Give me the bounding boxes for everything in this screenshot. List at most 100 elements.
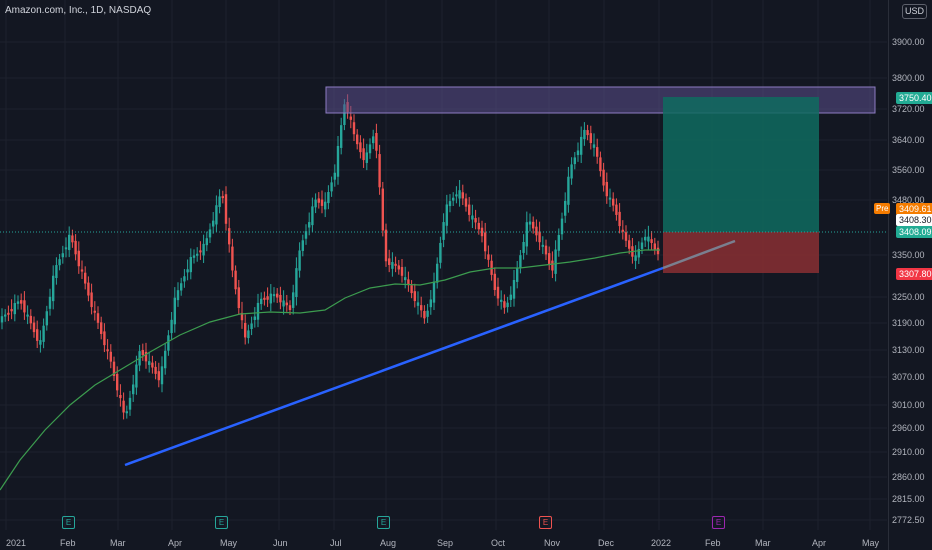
candle-body: [455, 194, 458, 197]
candle-body: [45, 311, 48, 326]
candle-body: [125, 411, 128, 414]
candle-body: [192, 255, 196, 258]
price-tick: 2815.00: [892, 494, 925, 504]
price-tick: 3350.00: [892, 250, 925, 260]
candle-body: [375, 133, 378, 151]
candle-body: [253, 316, 256, 320]
price-tick: 3640.00: [892, 135, 925, 145]
candle-body: [263, 297, 266, 300]
candle-body: [256, 302, 260, 320]
moving-average-line: [0, 249, 660, 491]
candle-body: [583, 129, 586, 140]
candle-body: [208, 229, 212, 238]
candle-body: [311, 206, 314, 226]
candle-body: [247, 330, 250, 339]
candle-body: [151, 362, 154, 368]
candle-body: [420, 305, 423, 311]
candle-body: [74, 240, 77, 255]
candle-body: [362, 148, 365, 161]
candle-body: [39, 340, 42, 345]
candle-body: [464, 198, 468, 207]
candle-body: [551, 260, 554, 271]
earnings-marker[interactable]: E: [539, 516, 552, 529]
candle-body: [516, 268, 519, 282]
time-tick: Jun: [273, 538, 288, 548]
time-tick: Aug: [380, 538, 397, 548]
candle-body: [576, 150, 580, 156]
candle-body: [506, 302, 509, 308]
candle-body: [615, 204, 618, 215]
time-tick: Feb: [705, 538, 721, 548]
candle-body: [32, 322, 36, 333]
candle-body: [442, 222, 445, 240]
candle-body: [308, 222, 311, 228]
candle-body: [196, 253, 199, 256]
candle-body: [573, 157, 576, 165]
candle-body: [112, 361, 116, 376]
price-tick: 3720.00: [892, 104, 925, 114]
candle-body: [52, 275, 55, 302]
entry-price-label: 3408.30: [896, 214, 932, 226]
stop-zone: [663, 232, 819, 273]
candle-body: [228, 228, 231, 245]
candle-body: [570, 164, 573, 179]
candle-body: [279, 295, 282, 303]
candle-body: [439, 242, 442, 263]
candle-body: [586, 130, 589, 136]
candle-body: [461, 192, 464, 199]
price-tick: 3560.00: [892, 165, 925, 175]
price-tick: 2860.00: [892, 472, 925, 482]
candle-body: [580, 136, 583, 155]
candle-body: [458, 190, 461, 199]
earnings-marker[interactable]: E: [215, 516, 228, 529]
symbol-title[interactable]: Amazon.com, Inc., 1D, NASDAQ: [5, 5, 152, 16]
stop-price-label: 3307.80: [896, 268, 932, 280]
candle-body: [432, 281, 436, 303]
candle-body: [10, 309, 13, 312]
earnings-marker[interactable]: E: [712, 516, 725, 529]
candle-body: [215, 205, 218, 225]
earnings-marker[interactable]: E: [377, 516, 390, 529]
candle-body: [445, 204, 448, 226]
time-tick: Jul: [330, 538, 342, 548]
candle-body: [224, 194, 228, 224]
candle-body: [602, 169, 605, 186]
candle-body: [391, 262, 394, 269]
candle-body: [272, 294, 276, 297]
candle-body: [477, 222, 480, 230]
candle-body: [285, 302, 288, 306]
candle-body: [71, 235, 74, 243]
candle-body: [231, 246, 234, 271]
earnings-marker[interactable]: E: [62, 516, 75, 529]
candle-body: [352, 122, 356, 135]
candle-body: [173, 297, 176, 325]
target-zone: [663, 97, 819, 232]
candle-body: [519, 255, 522, 269]
candle-body: [541, 244, 544, 247]
candle-body: [340, 125, 343, 148]
candle-body: [135, 364, 138, 388]
candle-body: [292, 292, 295, 308]
candle-body: [29, 315, 32, 324]
candle-body: [148, 361, 151, 365]
candle-body: [612, 198, 615, 206]
candle-body: [20, 300, 23, 304]
candle-body: [544, 245, 548, 255]
candle-body: [522, 241, 525, 253]
candle-body: [119, 395, 122, 399]
candle-body: [567, 176, 570, 205]
candle-body: [260, 298, 263, 305]
candle-body: [618, 211, 621, 227]
candle-body: [372, 136, 375, 144]
candle-body: [103, 331, 106, 346]
candle-body: [384, 229, 388, 262]
time-tick: 2021: [6, 538, 27, 548]
candle-body: [496, 286, 500, 299]
candle-body: [554, 249, 557, 274]
candle-body: [407, 279, 410, 286]
currency-button[interactable]: USD: [902, 4, 928, 19]
candle-body: [500, 299, 503, 302]
candle-body: [234, 270, 237, 290]
time-tick: Feb: [60, 538, 76, 548]
